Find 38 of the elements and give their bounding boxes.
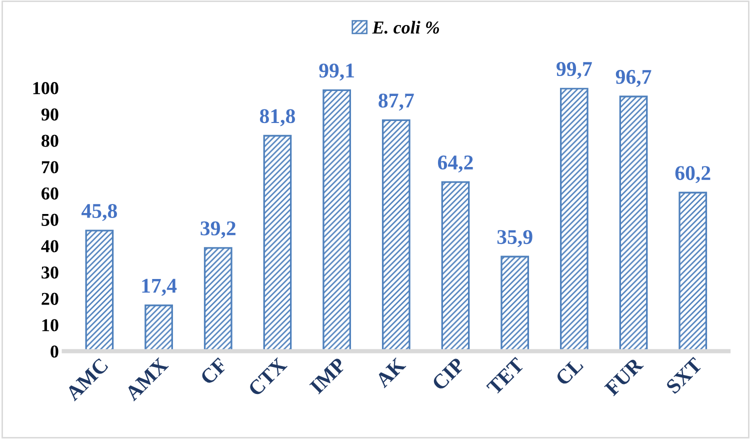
y-tick-label: 20 (42, 292, 58, 305)
y-tick-label: 90 (41, 108, 58, 121)
bar (500, 256, 530, 352)
bar (382, 119, 410, 352)
data-label: 17,4 (142, 278, 177, 296)
data-label: 39,2 (200, 221, 236, 238)
data-label: 96,7 (616, 70, 652, 87)
data-label: 64,2 (438, 156, 473, 173)
data-label: 35,9 (497, 230, 532, 248)
y-tick-label: 100 (33, 82, 58, 94)
y-tick-label: 80 (42, 134, 58, 147)
x-tick-label: CIP (431, 356, 466, 392)
data-label: 87,7 (378, 94, 414, 111)
y-tick-label: 40 (41, 240, 58, 252)
bar (560, 88, 588, 352)
y-tick-label: 60 (42, 187, 58, 200)
bar (619, 96, 648, 352)
bar (322, 89, 351, 352)
x-tick-label: CF (200, 357, 228, 386)
y-tick-label: 50 (42, 214, 58, 226)
x-tick-label: AK (374, 356, 406, 388)
bar (441, 181, 470, 352)
x-tick-label: CL (554, 357, 584, 386)
y-tick-label: 70 (42, 161, 58, 174)
bar (678, 192, 708, 352)
legend-label: E. coli % (372, 20, 440, 34)
data-label: 45,8 (82, 204, 117, 222)
data-label: 60,2 (675, 166, 710, 184)
data-label: 99,7 (556, 62, 592, 80)
data-label: 99,1 (319, 64, 354, 81)
bar (263, 134, 292, 352)
y-tick-label: 30 (42, 266, 58, 279)
y-tick-label: 0 (50, 345, 58, 358)
bar (204, 247, 232, 352)
bar (85, 230, 114, 352)
data-label: 81,8 (260, 109, 296, 126)
y-tick-label: 10 (42, 319, 58, 332)
bar (144, 304, 173, 352)
